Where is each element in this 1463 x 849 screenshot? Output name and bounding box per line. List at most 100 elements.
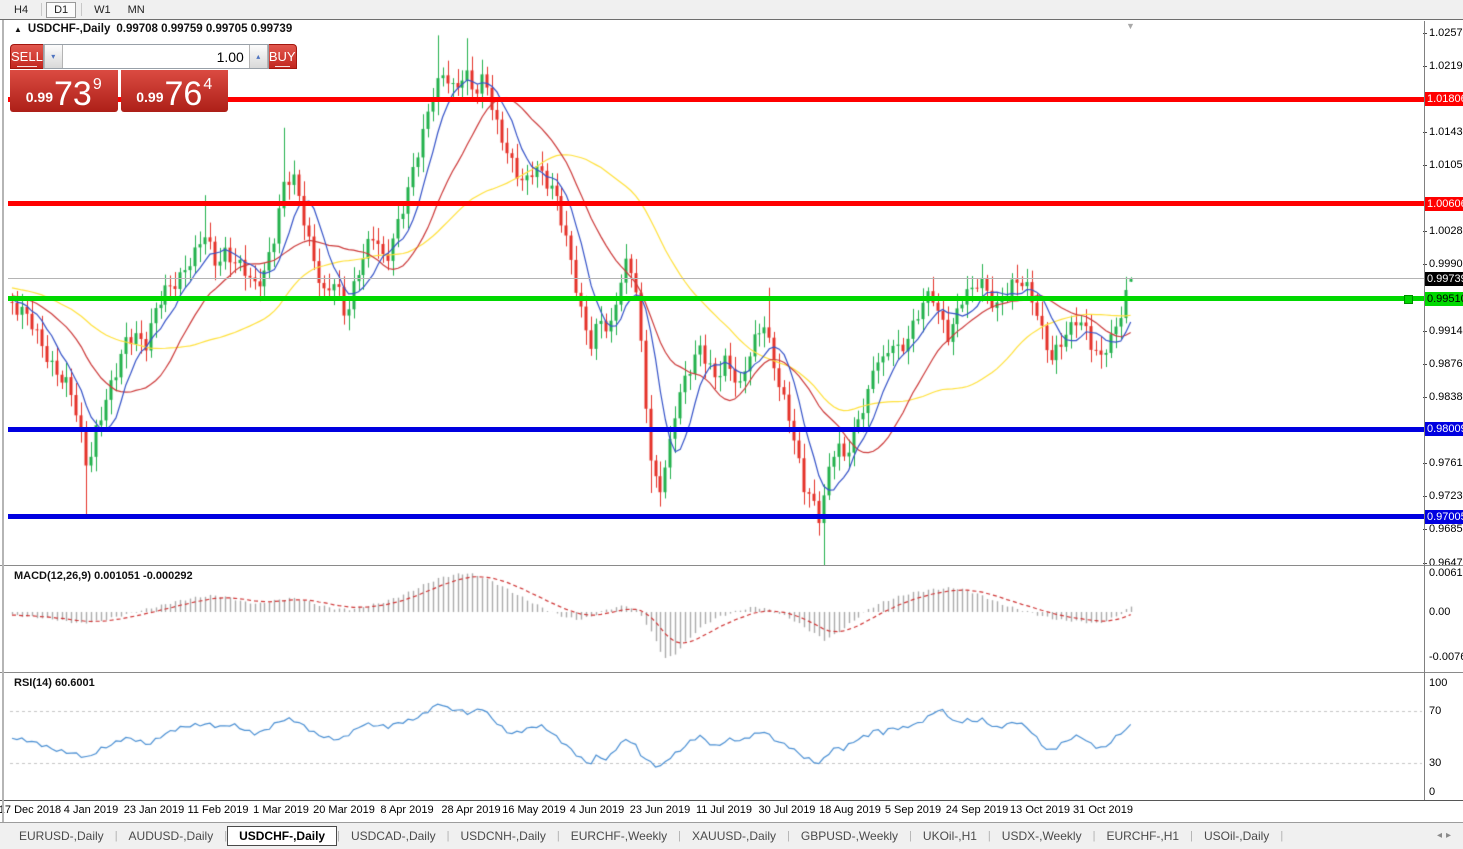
tab-separator: | [114,830,118,842]
hline-0.98009[interactable] [8,426,1424,432]
volume-increase-button[interactable]: ▴ [248,45,268,68]
time-axis-label: 20 Mar 2019 [313,804,375,816]
buy-button[interactable]: BUY [268,44,297,69]
pane-resize-divider[interactable] [0,672,1463,673]
tab-separator: | [1092,830,1096,842]
rsi-axis-label: 30 [1429,756,1442,769]
toolbar-separator [81,3,83,16]
hline-1.01806[interactable] [8,96,1424,102]
rsi-label: RSI(14) 60.6001 [14,677,95,689]
chart-tab-usdchf-daily[interactable]: USDCHF-,Daily [227,826,338,846]
sell-price-pip: 9 [92,76,102,93]
tab-scroll-arrows[interactable]: ◂▸ [1437,830,1455,841]
price-axis-label: 1.02570 [1423,27,1463,39]
buy-price-panel[interactable]: 0.99 76 4 [120,70,228,112]
time-axis-label: 17 Dec 2018 [0,804,62,816]
tab-separator: | [909,830,912,842]
hline-0.99739[interactable] [8,278,1424,280]
chart-tab-eurchf-weekly[interactable]: EURCHF-,Weekly [570,829,668,843]
timeframe-mn-button[interactable]: MN [127,3,145,16]
time-axis-border [0,800,1463,801]
tab-separator: | [337,830,340,842]
timeframe-d1-button[interactable]: D1 [46,1,77,18]
time-axis-label: 1 Mar 2019 [253,804,309,816]
volume-decrease-button[interactable]: ▾ [43,45,63,68]
timeframe-toolbar: H4 D1 W1 MN [0,0,1463,20]
price-badge-0.97005: 0.97005 [1425,509,1463,524]
tab-scroll-right-icon[interactable]: ▸ [1445,830,1455,841]
time-axis-label: 11 Jul 2019 [695,804,753,816]
one-click-collapse-icon[interactable]: ▲ [14,24,22,34]
tab-separator: | [446,830,450,842]
buy-price-pip: 4 [203,76,213,93]
chart-tab-gbpusd-weekly[interactable]: GBPUSD-,Weekly [800,829,899,843]
chart-tab-usdx-weekly[interactable]: USDX-,Weekly [1001,829,1082,843]
macd-label: MACD(12,26,9) 0.001051 -0.000292 [14,570,193,582]
tab-separator: | [678,830,682,842]
tab-separator: | [987,830,991,842]
tab-separator: | [556,830,560,842]
time-axis-label: 13 Oct 2019 [1010,804,1070,816]
price-chart-canvas[interactable] [8,21,1424,565]
chart-tab-bar: EURUSD-,Daily | AUDUSD-,Daily | USDCHF-,Dail… [0,822,1463,849]
time-axis-label: 8 Apr 2019 [380,804,434,816]
macd-axis-label: -0.007612 [1429,651,1463,663]
time-axis-label: 4 Jan 2019 [63,804,119,816]
tab-separator: | [224,830,228,842]
sell-price-prefix: 0.99 [25,89,53,105]
chart-tab-usoil-daily[interactable]: USOil-,Daily [1203,829,1270,843]
tab-separator: | [787,830,790,842]
sell-price-big: 73 [54,74,92,113]
toolbar-separator [41,3,43,16]
timeframe-w1-button[interactable]: W1 [94,3,111,16]
macd-axis-label: 0.00613 [1429,566,1463,579]
macd-canvas[interactable] [8,567,1424,671]
price-axis-label: 1.01430 [1423,126,1463,138]
hline-1.00606[interactable] [8,201,1424,207]
macd-axis-label: 0.00 [1429,605,1451,618]
chart-tab-ukoil-h1[interactable]: UKOil-,H1 [922,829,977,843]
time-axis-label: 16 May 2019 [502,804,566,816]
rsi-axis-label: 70 [1429,704,1442,717]
chart-tab-audusd-daily[interactable]: AUDUSD-,Daily [128,829,214,843]
time-axis-label: 31 Oct 2019 [1073,804,1133,816]
pane-resize-divider[interactable] [0,565,1463,566]
chart-tab-usdcnh-daily[interactable]: USDCNH-,Daily [460,829,546,843]
tab-separator: | [1280,830,1284,842]
chart-tab-usdcad-daily[interactable]: USDCAD-,Daily [350,829,436,843]
volume-control: ▾ ▴ [42,44,269,69]
time-axis-label: 28 Apr 2019 [441,804,501,816]
tab-scroll-left-icon[interactable]: ◂ [1436,830,1446,841]
hline-handle[interactable] [1404,295,1413,305]
rsi-canvas[interactable] [8,673,1424,800]
sell-button[interactable]: SELL [10,44,43,69]
tab-separator: | [1190,830,1193,842]
price-badge-0.99510: 0.99510 [1425,291,1463,306]
rsi-axis-label: 0 [1429,785,1436,798]
sell-price-panel[interactable]: 0.99 73 9 [10,70,118,112]
chart-tab-eurchf-h1[interactable]: EURCHF-,H1 [1106,829,1180,843]
price-axis-label: 1.01050 [1423,159,1463,171]
volume-input[interactable] [62,45,249,68]
time-axis-label: 18 Aug 2019 [819,804,881,816]
time-axis-label: 30 Jul 2019 [758,804,816,816]
price-badge-1.00606: 1.00606 [1425,196,1463,211]
hline-0.97005[interactable] [8,514,1424,520]
chart-tab-eurusd-daily[interactable]: EURUSD-,Daily [19,829,104,843]
hline-0.99510[interactable] [8,296,1424,302]
chart-tab-xauusd-daily[interactable]: XAUUSD-,Daily [692,829,777,843]
buy-price-prefix: 0.99 [136,89,164,105]
time-axis-label: 23 Jun 2019 [629,804,691,816]
timeframe-h4-button[interactable]: H4 [14,3,29,16]
time-axis-label: 5 Sep 2019 [884,804,942,816]
price-badge-0.99739: 0.99739 [1425,271,1463,286]
chart-title-bar: ▲ USDCHF-,Daily 0.99708 0.99759 0.99705 … [14,23,292,35]
